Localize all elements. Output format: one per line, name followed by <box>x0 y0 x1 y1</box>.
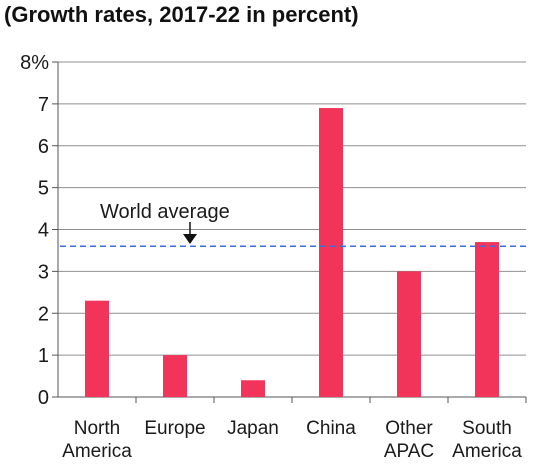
y-tick-label: 7 <box>38 94 49 116</box>
arrow-head <box>183 234 197 244</box>
y-tick-label: 5 <box>38 178 49 200</box>
y-tick-label: 3 <box>38 261 49 283</box>
bar <box>319 108 343 397</box>
x-tick-labels: North America Europe Japan China Other APAC Sou… <box>62 418 522 462</box>
bar <box>397 271 421 397</box>
x-tick-label: China <box>306 418 356 439</box>
bar <box>163 355 187 397</box>
y-tick-label: 4 <box>38 220 49 242</box>
x-tick-label: Japan <box>227 418 279 439</box>
gridlines <box>58 61 526 356</box>
x-tick-label: North America <box>62 418 132 462</box>
axes <box>52 61 527 403</box>
y-tick-label: 6 <box>38 136 49 158</box>
x-tick-label: Europe <box>144 418 205 439</box>
world-average-reference: World average <box>60 201 526 247</box>
chart-title: (Growth rates, 2017-22 in percent) <box>4 2 359 27</box>
y-tick-labels: 0 1 2 3 4 5 6 7 8% <box>20 52 49 409</box>
bar <box>475 242 499 397</box>
bar <box>85 300 109 397</box>
y-tick-label: 8% <box>20 52 49 74</box>
y-tick-label: 0 <box>38 387 49 409</box>
y-tick-label: 2 <box>38 303 49 325</box>
x-tick-label: South America <box>452 418 522 462</box>
world-average-label: World average <box>100 201 230 223</box>
x-tick-label: Other APAC <box>384 418 434 462</box>
bar <box>241 380 265 397</box>
y-tick-label: 1 <box>38 345 49 367</box>
bars <box>85 108 499 397</box>
